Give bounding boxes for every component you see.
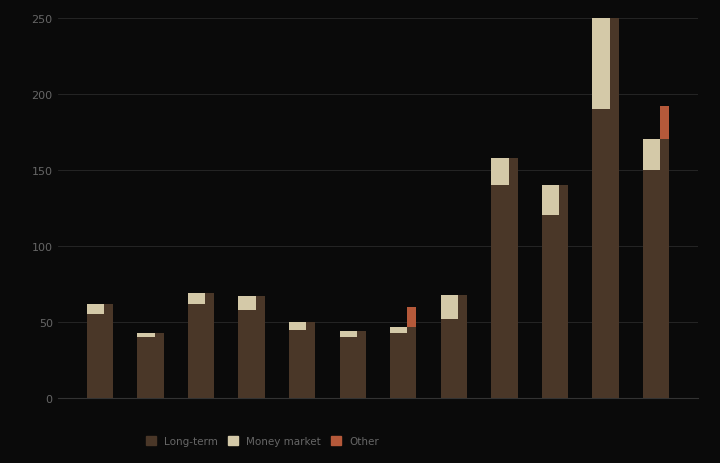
Bar bbox=[643, 140, 660, 170]
Bar bbox=[390, 327, 408, 333]
Bar bbox=[138, 333, 155, 338]
Bar bbox=[593, 110, 610, 398]
Bar bbox=[593, 19, 610, 110]
Bar bbox=[306, 322, 315, 398]
Bar bbox=[205, 294, 215, 398]
Bar bbox=[138, 338, 155, 398]
Bar bbox=[408, 327, 416, 398]
Bar bbox=[357, 332, 366, 398]
Bar bbox=[289, 330, 307, 398]
Bar bbox=[104, 304, 113, 398]
Bar bbox=[441, 319, 459, 398]
Bar bbox=[508, 158, 518, 398]
Bar bbox=[390, 333, 408, 398]
Bar bbox=[458, 295, 467, 398]
Bar bbox=[188, 304, 205, 398]
Bar bbox=[238, 310, 256, 398]
Bar bbox=[340, 332, 357, 338]
Bar bbox=[155, 333, 163, 398]
Bar bbox=[441, 295, 459, 319]
Bar bbox=[541, 186, 559, 216]
Bar bbox=[610, 19, 618, 398]
Bar bbox=[491, 158, 509, 186]
Bar bbox=[188, 294, 205, 304]
Bar bbox=[340, 338, 357, 398]
Bar bbox=[86, 315, 104, 398]
Legend: Long-term, Money market, Other: Long-term, Money market, Other bbox=[146, 436, 379, 446]
Bar bbox=[86, 304, 104, 315]
Bar bbox=[408, 307, 416, 327]
Bar bbox=[643, 170, 660, 398]
Bar bbox=[491, 186, 509, 398]
Bar bbox=[541, 216, 559, 398]
Bar bbox=[559, 186, 568, 398]
Bar bbox=[289, 322, 307, 330]
Bar bbox=[660, 106, 670, 140]
Bar bbox=[660, 140, 670, 398]
Bar bbox=[256, 296, 265, 398]
Bar bbox=[238, 296, 256, 310]
